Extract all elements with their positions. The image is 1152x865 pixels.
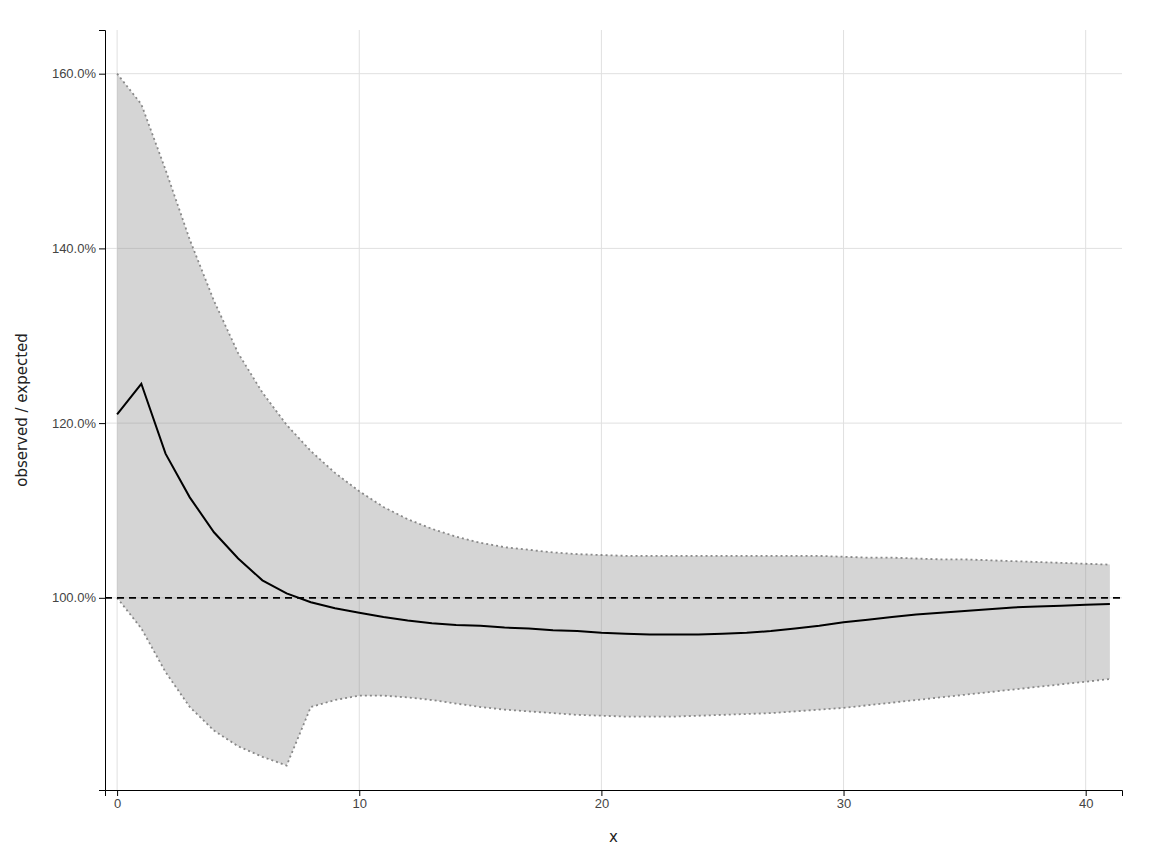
band-upper-line: [117, 74, 1110, 565]
tick: 30: [837, 790, 851, 811]
x-axis-title: x: [609, 828, 618, 846]
tick: 100.0%: [52, 590, 105, 605]
tick-label: 140.0%: [52, 241, 97, 256]
marks: [105, 74, 1122, 766]
tick-mark: [99, 248, 105, 249]
tick-label: 100.0%: [52, 590, 97, 605]
tick-mark: [99, 598, 105, 599]
tick-label: 20: [595, 796, 609, 811]
tick-label: 160.0%: [52, 66, 97, 81]
reference-line: [105, 597, 1122, 599]
tick-mark: [99, 423, 105, 424]
y-axis-title: observed / expected: [13, 333, 31, 487]
plot-area: 0 10 20 30 40 100.0% 120.0% 140.0% 160.0% x observ…: [13, 30, 1123, 846]
confidence-band: [117, 74, 1110, 766]
tick-label: 0: [114, 796, 121, 811]
tick: 20: [595, 790, 609, 811]
tick: 10: [353, 790, 367, 811]
axis-line: [99, 31, 106, 791]
tick: 160.0%: [52, 66, 105, 81]
tick-label: 40: [1079, 796, 1093, 811]
tick-mark: [359, 790, 360, 796]
x-axis: 0 10 20 30 40: [106, 790, 1123, 811]
tick: 0: [114, 790, 121, 811]
tick: 140.0%: [52, 241, 105, 256]
grid-line: [105, 73, 1122, 74]
tick-label: 120.0%: [52, 416, 97, 431]
grid-line: [105, 248, 1122, 249]
tick-mark: [1086, 790, 1087, 796]
y-axis: 100.0% 120.0% 140.0% 160.0%: [52, 31, 106, 791]
tick: 40: [1079, 790, 1093, 811]
tick-mark: [844, 790, 845, 796]
line: [117, 384, 1110, 635]
tick-mark: [117, 790, 118, 796]
band-lower-line: [117, 598, 1110, 766]
tick-label: 30: [837, 796, 851, 811]
tick: 120.0%: [52, 416, 105, 431]
chart: 0 10 20 30 40 100.0% 120.0% 140.0% 160.0% x observ…: [0, 0, 1152, 865]
tick-mark: [601, 790, 602, 796]
tick-label: 10: [353, 796, 367, 811]
tick-mark: [99, 74, 105, 75]
grid: [105, 30, 1122, 790]
axis-line: [106, 791, 1123, 797]
